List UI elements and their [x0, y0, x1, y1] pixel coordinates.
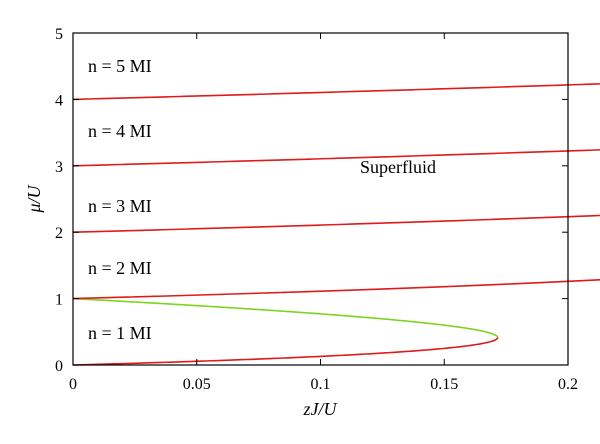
y-tick-label: 2	[55, 225, 63, 242]
x-tick-label: 0	[69, 376, 77, 393]
x-tick-label: 0.1	[311, 376, 331, 393]
x-tick-label: 0.15	[430, 376, 458, 393]
lobe-1-lower-boundary	[72, 337, 499, 366]
lobe-5-lower-boundary	[72, 83, 600, 101]
y-tick-label: 3	[55, 159, 63, 176]
label-n2-mi: n = 2 MI	[88, 258, 152, 278]
x-tick-label: 0.05	[183, 376, 211, 393]
label-superfluid: Superfluid	[360, 157, 436, 177]
x-axis-title: zJ/U	[303, 399, 338, 419]
x-tick-label: 0.2	[558, 376, 578, 393]
label-n3-mi: n = 3 MI	[88, 196, 152, 216]
y-tick-label: 0	[55, 358, 63, 375]
label-n1-mi: n = 1 MI	[88, 323, 152, 343]
y-tick-label: 1	[55, 292, 63, 309]
lobe-2-lower-boundary	[72, 278, 600, 300]
lobe-3-lower-boundary	[72, 214, 600, 233]
label-n5-mi: n = 5 MI	[88, 56, 152, 76]
lobe-1-upper-boundary	[72, 297, 499, 338]
axis-ticks: 0 0.05 0.1 0.15 0.2 0 1 2 3 4 5	[55, 26, 578, 393]
lobe-curves	[72, 83, 600, 366]
y-tick-label: 5	[55, 26, 63, 43]
y-axis-title: μ/U	[24, 184, 44, 213]
y-tick-label: 4	[55, 92, 63, 109]
lobe-4-lower-boundary	[72, 149, 600, 167]
label-n4-mi: n = 4 MI	[88, 121, 152, 141]
